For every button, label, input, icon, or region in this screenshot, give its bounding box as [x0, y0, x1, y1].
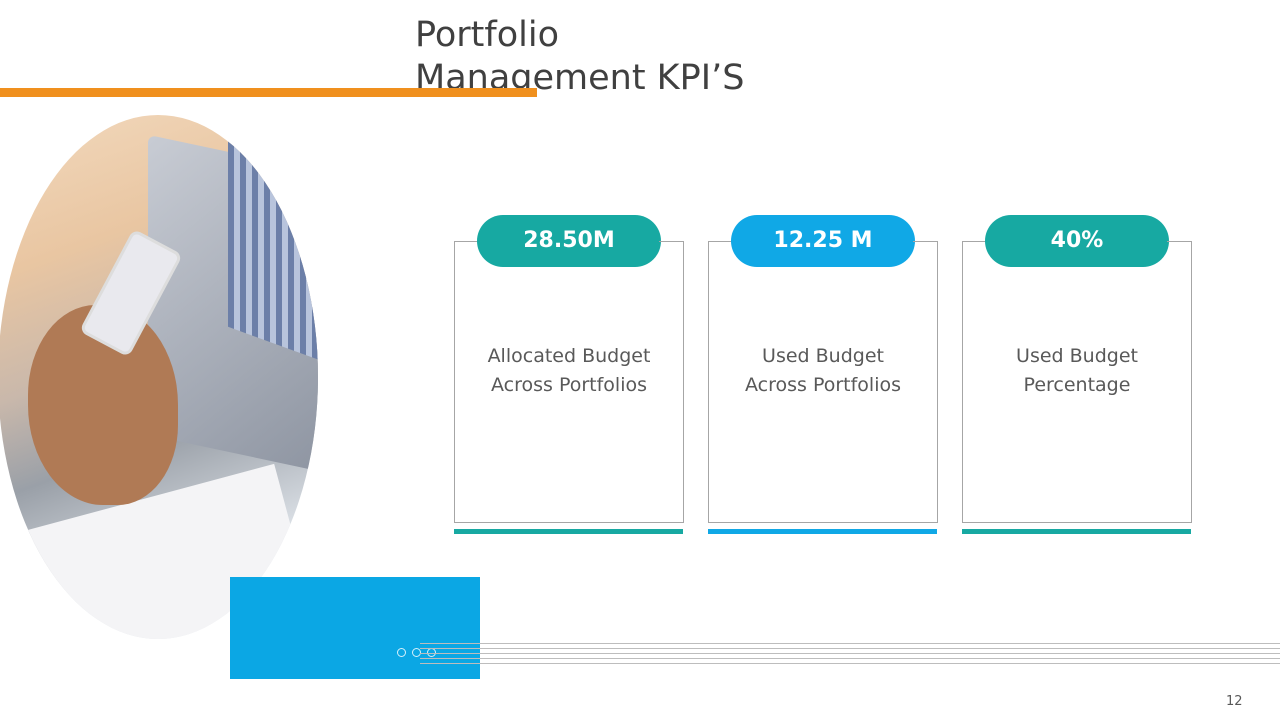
- title-line-1: Portfolio: [415, 15, 559, 55]
- kpi-card-used-percentage: 40% Used Budget Percentage: [962, 215, 1192, 523]
- orange-accent-bar: [0, 88, 537, 97]
- kpi-label: Used Budget Across Portfolios: [744, 345, 902, 396]
- kpi-card-allocated-budget: 28.50M Allocated Budget Across Portfolio…: [454, 215, 684, 523]
- kpi-underline: [962, 529, 1191, 534]
- dot-icon: [397, 648, 406, 657]
- kpi-underline: [708, 529, 937, 534]
- photo-person-using-phone-and-laptop: [0, 115, 318, 639]
- kpi-underline: [454, 529, 683, 534]
- kpi-value-pill: 12.25 M: [731, 215, 915, 267]
- dot-icon: [412, 648, 421, 657]
- kpi-value-pill: 28.50M: [477, 215, 661, 267]
- page-number: 12: [1226, 694, 1243, 709]
- kpi-card-used-budget: 12.25 M Used Budget Across Portfolios: [708, 215, 938, 523]
- kpi-label: Allocated Budget Across Portfolios: [487, 345, 651, 396]
- kpi-value-pill: 40%: [985, 215, 1169, 267]
- kpi-label: Used Budget Percentage: [1016, 345, 1138, 396]
- blue-accent-block: [230, 577, 480, 679]
- laptop-screen-shape: [228, 126, 318, 364]
- horizontal-lines-decoration: [420, 643, 1280, 668]
